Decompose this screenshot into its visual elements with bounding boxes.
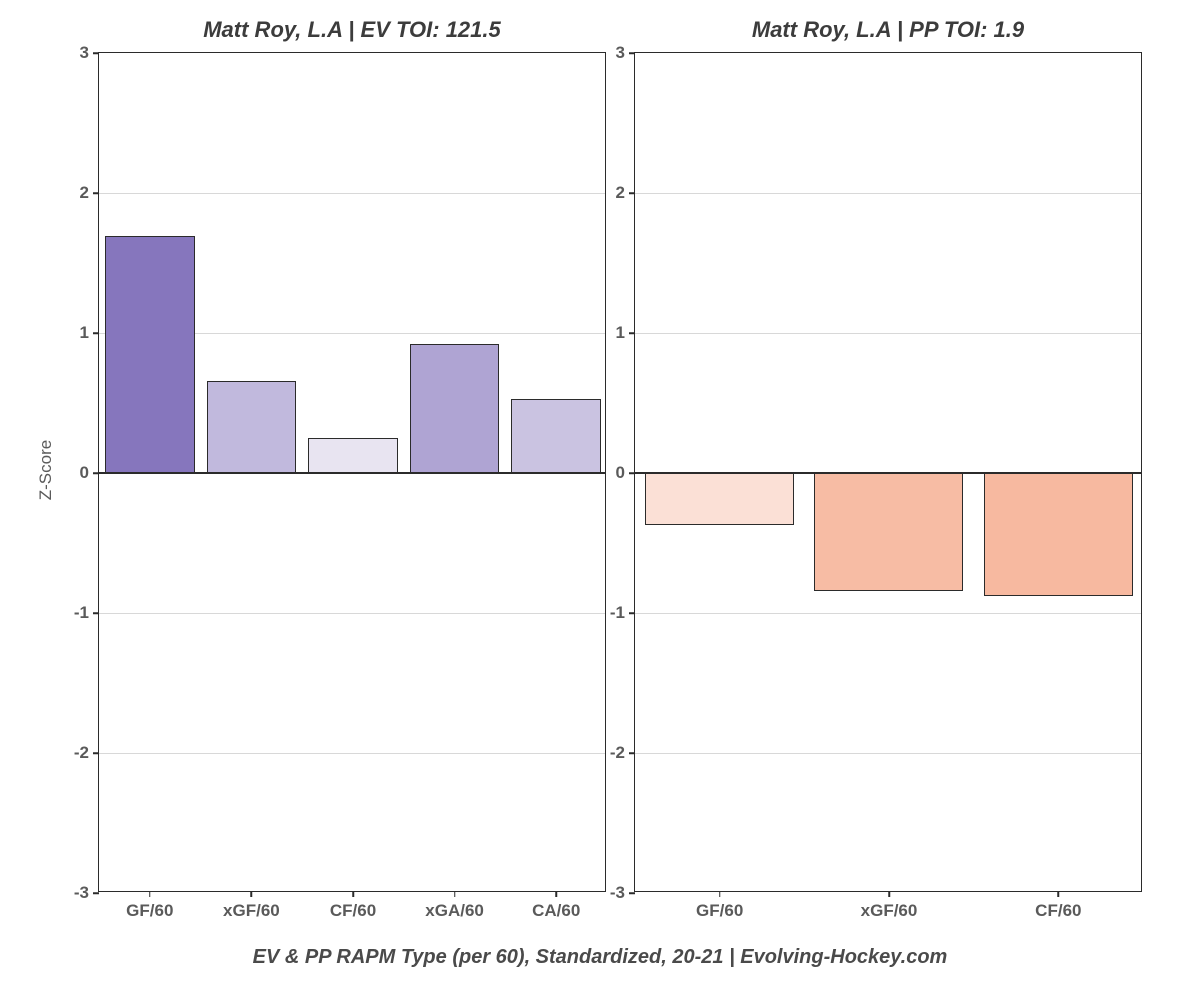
y-tick-label: 3	[80, 43, 99, 63]
y-tick-label: -1	[74, 603, 99, 623]
y-tick-label: 0	[80, 463, 99, 483]
right-chart-panel: Matt Roy, L.A | PP TOI: 1.9 -3-2-10123GF…	[634, 52, 1142, 892]
gridline	[635, 753, 1141, 754]
figure: Z-Score Matt Roy, L.A | EV TOI: 121.5 -3…	[0, 0, 1200, 988]
left-chart-panel: Matt Roy, L.A | EV TOI: 121.5 -3-2-10123…	[98, 52, 606, 892]
x-tick-label: CA/60	[532, 891, 580, 921]
y-tick-label: -1	[610, 603, 635, 623]
bar	[207, 381, 296, 473]
bar	[511, 399, 600, 473]
bar	[105, 236, 194, 473]
x-tick-label: GF/60	[696, 891, 743, 921]
y-tick-label: -3	[610, 883, 635, 903]
y-tick-label: 0	[616, 463, 635, 483]
bar	[410, 344, 499, 473]
y-tick-label: 3	[616, 43, 635, 63]
y-tick-label: -3	[74, 883, 99, 903]
y-tick-label: 1	[616, 323, 635, 343]
bar	[645, 473, 794, 525]
y-tick-label: -2	[610, 743, 635, 763]
bar	[308, 438, 397, 473]
gridline	[635, 613, 1141, 614]
gridline	[99, 613, 605, 614]
y-axis-title: Z-Score	[36, 440, 56, 500]
left-chart-title: Matt Roy, L.A | EV TOI: 121.5	[99, 17, 605, 43]
x-tick-label: GF/60	[126, 891, 173, 921]
y-tick-label: 2	[80, 183, 99, 203]
bar	[984, 473, 1133, 596]
y-tick-label: 1	[80, 323, 99, 343]
gridline	[635, 193, 1141, 194]
y-tick-label: -2	[74, 743, 99, 763]
x-tick-label: xGF/60	[861, 891, 918, 921]
figure-caption: EV & PP RAPM Type (per 60), Standardized…	[0, 946, 1200, 969]
x-tick-label: CF/60	[1035, 891, 1081, 921]
y-tick-label: 2	[616, 183, 635, 203]
x-tick-label: CF/60	[330, 891, 376, 921]
gridline	[99, 753, 605, 754]
right-chart-title: Matt Roy, L.A | PP TOI: 1.9	[635, 17, 1141, 43]
bar	[814, 473, 963, 591]
gridline	[635, 333, 1141, 334]
x-tick-label: xGA/60	[425, 891, 484, 921]
gridline	[99, 193, 605, 194]
x-tick-label: xGF/60	[223, 891, 280, 921]
